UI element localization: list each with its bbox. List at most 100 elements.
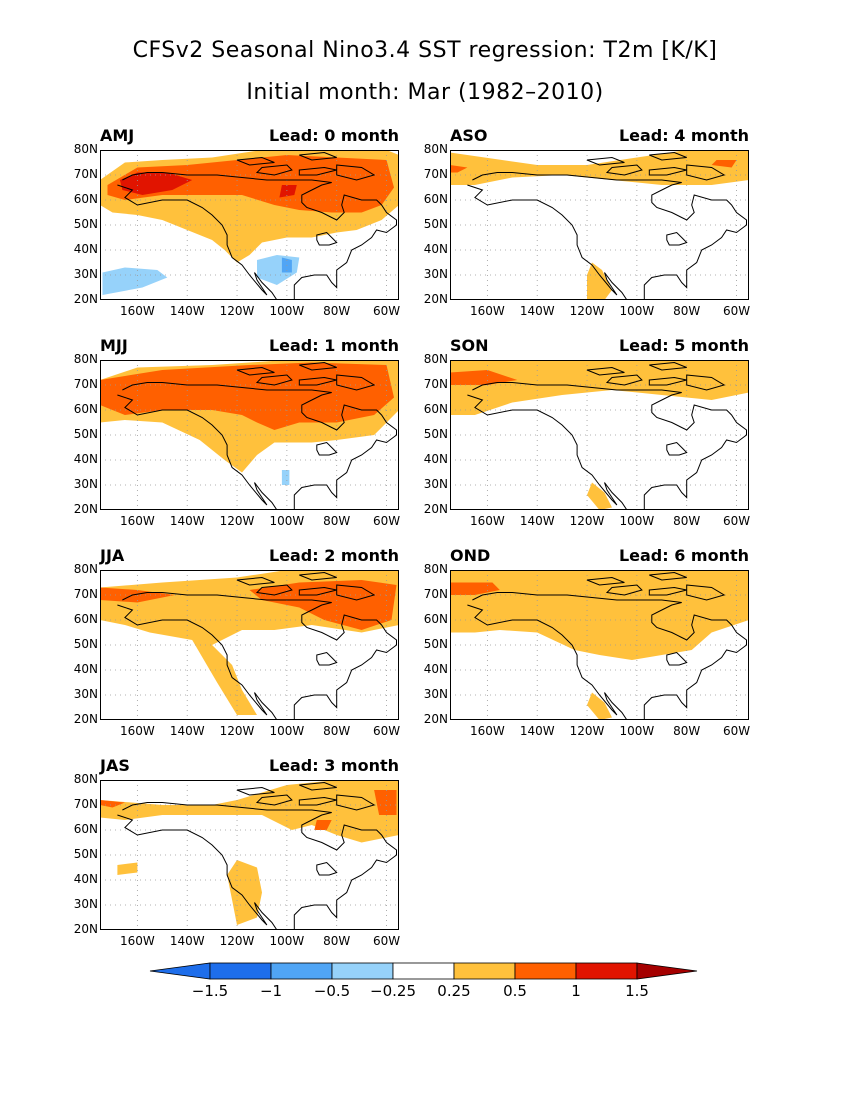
- panel-frame: [450, 150, 749, 300]
- coastline: [255, 584, 293, 596]
- coastline: [117, 604, 278, 720]
- coastline: [255, 164, 293, 176]
- y-tick-label: 80N: [423, 142, 448, 156]
- y-tick-label: 20N: [73, 712, 98, 726]
- y-tick-label: 70N: [73, 797, 98, 811]
- map-panel: [450, 360, 749, 510]
- y-tick-label: 50N: [73, 637, 98, 651]
- panel-lead-label: Lead: 3 month: [268, 756, 399, 775]
- coastline: [686, 374, 726, 391]
- map-panel: [100, 150, 399, 300]
- y-tick-label: 30N: [423, 267, 448, 281]
- y-tick-label: 20N: [73, 292, 98, 306]
- coastline: [648, 166, 687, 176]
- colorbar-extension-right: [636, 962, 698, 980]
- coastline: [298, 166, 337, 176]
- colorbar-segment: [331, 962, 394, 980]
- x-tick-label: 140W: [169, 934, 205, 948]
- y-tick-label: 50N: [423, 637, 448, 651]
- colorbar-segment: [209, 962, 272, 980]
- x-tick-label: 120W: [569, 724, 605, 738]
- map-panel: [450, 570, 749, 720]
- y-tick-label: 80N: [73, 772, 98, 786]
- coastline: [316, 861, 338, 876]
- anomaly-region: [450, 370, 518, 385]
- colorbar-tick-label: −0.5: [313, 982, 351, 1000]
- y-tick-label: 30N: [73, 687, 98, 701]
- panel-lead-label: Lead: 4 month: [618, 126, 749, 145]
- panel-season-label: JAS: [100, 756, 130, 775]
- y-tick-label: 50N: [73, 427, 98, 441]
- y-tick-label: 40N: [73, 452, 98, 466]
- panel-season-label: OND: [450, 546, 491, 565]
- coastline: [605, 164, 643, 176]
- anomaly-region: [450, 165, 468, 173]
- coastline: [586, 156, 625, 166]
- x-tick-label: 80W: [323, 304, 351, 318]
- y-tick-label: 20N: [423, 712, 448, 726]
- coastline: [298, 796, 337, 806]
- x-tick-label: 120W: [219, 724, 255, 738]
- x-tick-label: 120W: [569, 514, 605, 528]
- coastline: [316, 651, 338, 666]
- colorbar-tick-label: −0.25: [370, 982, 416, 1000]
- colorbar-tick-label: 1: [571, 982, 581, 1000]
- colorbar-segment: [453, 962, 516, 980]
- anomaly-region: [450, 360, 749, 415]
- coastline: [649, 151, 687, 161]
- y-tick-label: 80N: [73, 142, 98, 156]
- coastline: [316, 441, 338, 456]
- y-tick-label: 40N: [423, 662, 448, 676]
- coastline: [336, 794, 376, 811]
- coastline: [649, 361, 687, 371]
- y-tick-label: 30N: [73, 267, 98, 281]
- y-tick-label: 80N: [423, 352, 448, 366]
- coastline: [472, 592, 747, 720]
- x-tick-label: 120W: [569, 304, 605, 318]
- y-tick-label: 50N: [73, 847, 98, 861]
- x-tick-label: 100W: [619, 514, 655, 528]
- x-tick-label: 60W: [722, 514, 751, 528]
- coastline: [299, 781, 337, 791]
- anomaly-region: [227, 860, 262, 925]
- y-tick-label: 50N: [73, 217, 98, 231]
- colorbar: [149, 962, 698, 980]
- y-tick-label: 70N: [73, 587, 98, 601]
- x-tick-label: 60W: [372, 304, 401, 318]
- panel-season-label: AMJ: [100, 126, 135, 145]
- panel-season-label: ASO: [450, 126, 488, 145]
- panel-season-label: JJA: [100, 546, 125, 565]
- x-tick-label: 140W: [169, 724, 205, 738]
- map-panel: [100, 570, 399, 720]
- coastline: [472, 172, 747, 300]
- coastline: [236, 576, 275, 586]
- colorbar-tick-label: 0.5: [503, 982, 527, 1000]
- coastline: [666, 231, 688, 246]
- anomaly-region: [314, 820, 332, 830]
- x-tick-label: 140W: [519, 304, 555, 318]
- coastline: [316, 231, 338, 246]
- coastline: [122, 382, 397, 510]
- coastline: [686, 164, 726, 181]
- x-tick-label: 140W: [519, 514, 555, 528]
- anomaly-region: [257, 255, 300, 285]
- x-tick-label: 160W: [469, 304, 505, 318]
- panel-lead-label: Lead: 0 month: [268, 126, 399, 145]
- y-tick-label: 50N: [423, 427, 448, 441]
- x-tick-label: 120W: [219, 304, 255, 318]
- anomaly-region: [279, 185, 297, 198]
- x-tick-label: 60W: [722, 304, 751, 318]
- y-tick-label: 50N: [423, 217, 448, 231]
- colorbar-segment: [270, 962, 333, 980]
- panel-frame: [100, 780, 399, 930]
- coastline: [605, 584, 643, 596]
- x-tick-label: 160W: [119, 724, 155, 738]
- coastline: [298, 376, 337, 386]
- y-tick-label: 60N: [73, 612, 98, 626]
- x-tick-label: 100W: [269, 304, 305, 318]
- panel-lead-label: Lead: 5 month: [618, 336, 749, 355]
- coastline: [586, 576, 625, 586]
- y-tick-label: 40N: [423, 452, 448, 466]
- x-tick-label: 60W: [372, 514, 401, 528]
- x-tick-label: 160W: [469, 514, 505, 528]
